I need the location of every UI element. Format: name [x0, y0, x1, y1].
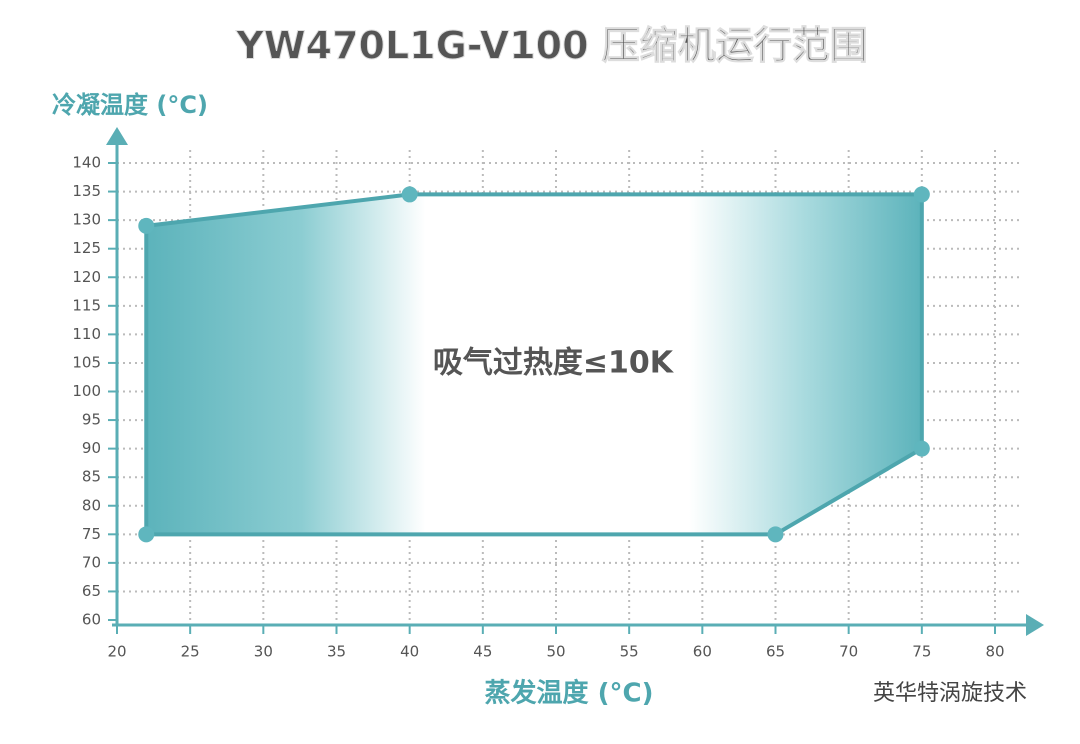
y-tick-label: 95	[82, 411, 101, 429]
y-tick-label: 115	[72, 296, 101, 314]
annotation: 吸气过热度≤10K	[433, 346, 675, 381]
y-axis-label: 冷凝温度 (°C)	[52, 91, 208, 119]
x-axis-arrow	[1026, 614, 1044, 636]
y-tick-label: 85	[82, 468, 101, 486]
x-axis-label: 蒸发温度 (°C)	[485, 678, 654, 709]
x-tick-label: 55	[620, 643, 639, 661]
x-tick-label: 75	[912, 643, 931, 661]
vertex-marker	[913, 440, 930, 457]
x-tick-label: 40	[400, 643, 419, 661]
x-tick-label: 30	[254, 643, 273, 661]
y-tick-label: 125	[72, 239, 101, 257]
vertex-marker	[913, 186, 930, 203]
x-tick-label: 45	[473, 643, 492, 661]
vertex-marker	[138, 217, 155, 234]
vertex-marker	[767, 526, 784, 543]
x-tick-label: 65	[766, 643, 785, 661]
x-tick-label: 50	[546, 643, 565, 661]
x-tick-label: 35	[327, 643, 346, 661]
plot	[138, 186, 930, 543]
y-tick-label: 100	[72, 382, 101, 400]
x-tick-label: 25	[181, 643, 200, 661]
y-tick-label: 120	[72, 268, 101, 286]
y-tick-label: 80	[82, 496, 101, 514]
x-tick-label: 60	[693, 643, 712, 661]
vertex-marker	[138, 526, 155, 543]
vertex-marker	[401, 186, 418, 203]
y-tick-label: 70	[82, 553, 101, 571]
y-tick-label: 90	[82, 439, 101, 457]
y-tick-label: 105	[72, 353, 101, 371]
y-tick-label: 110	[72, 325, 101, 343]
y-tick-label: 140	[72, 154, 101, 172]
x-tick-label: 80	[985, 643, 1004, 661]
y-tick-label: 60	[82, 611, 101, 629]
x-tick-label: 70	[839, 643, 858, 661]
y-tick-label: 65	[82, 582, 101, 600]
chart-title: YW470L1G-V100 压缩机运行范围	[235, 24, 868, 68]
x-tick-label: 20	[107, 643, 126, 661]
y-tick-label: 75	[82, 525, 101, 543]
watermark: 英华特涡旋技术	[873, 681, 1027, 706]
y-tick-label: 130	[72, 211, 101, 229]
y-axis-arrow	[106, 127, 128, 145]
y-tick-label: 135	[72, 182, 101, 200]
